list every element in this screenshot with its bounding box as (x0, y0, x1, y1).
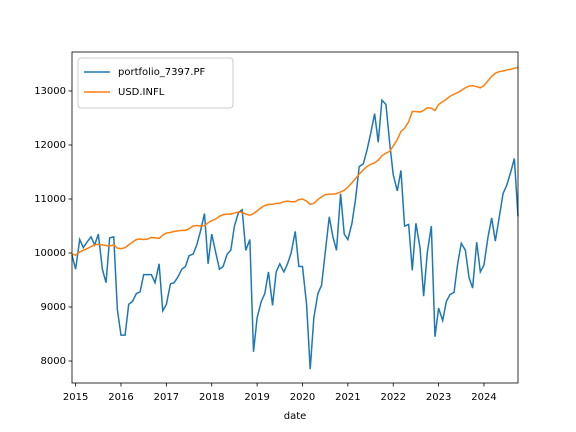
legend-label: portfolio_7397.PF (118, 67, 205, 78)
y-tick-label: 10000 (34, 248, 66, 259)
series-line (71, 98, 519, 370)
x-tick-label: 2018 (199, 392, 224, 403)
x-tick-label: 2015 (63, 392, 88, 403)
plot-frame (71, 51, 519, 384)
x-tick-label: 2024 (471, 392, 496, 403)
x-tick-label: 2022 (381, 392, 406, 403)
legend-label: USD.INFL (118, 87, 165, 98)
x-axis-label: date (284, 411, 307, 422)
legend-box (77, 57, 234, 109)
x-tick-label: 2020 (290, 392, 315, 403)
y-tick-label: 12000 (34, 140, 66, 151)
series-line (71, 66, 519, 257)
y-tick-label: 13000 (34, 86, 66, 97)
y-tick-label: 9000 (41, 302, 66, 313)
y-tick-label: 11000 (34, 194, 66, 205)
x-tick-label: 2017 (154, 392, 179, 403)
x-tick-label: 2016 (108, 392, 133, 403)
x-tick-label: 2019 (244, 392, 269, 403)
x-tick-label: 2023 (426, 392, 451, 403)
y-tick-label: 8000 (41, 356, 66, 367)
x-tick-label: 2021 (335, 392, 360, 403)
